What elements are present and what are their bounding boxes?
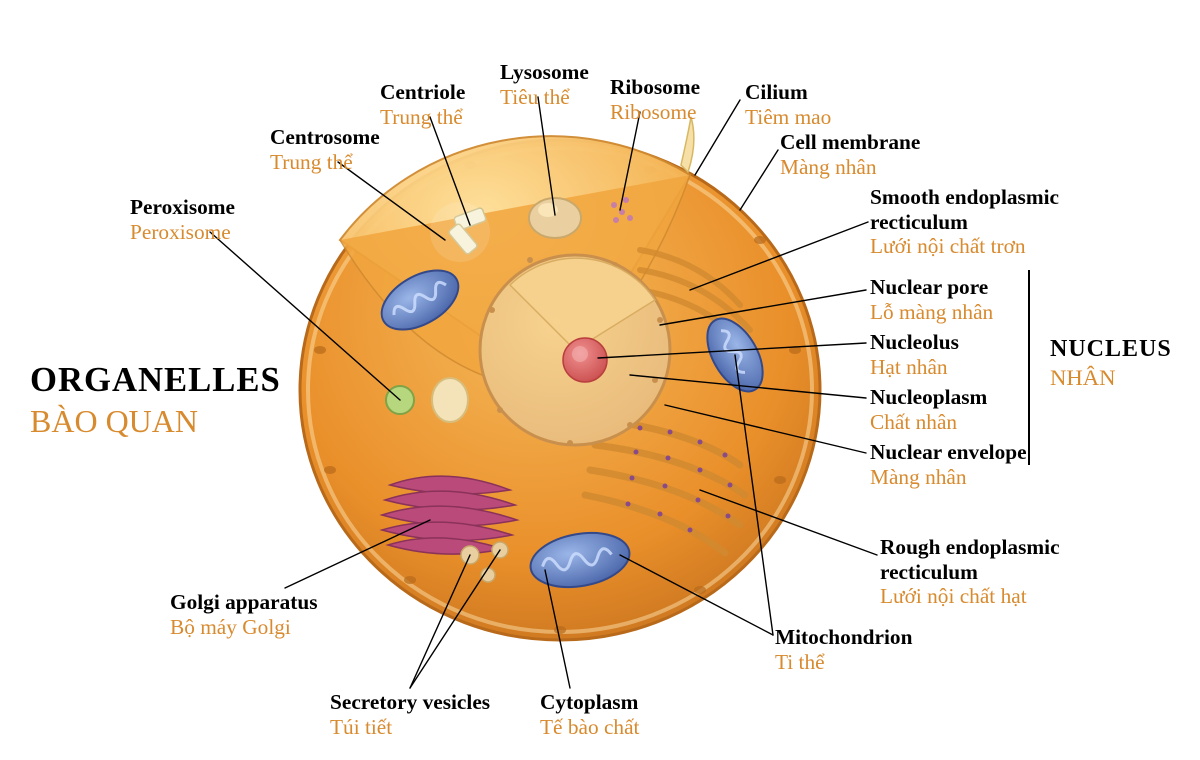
cell-diagram-stage: ORGANELLES BÀO QUAN NUCLEUS NHÂN Peroxis… [0,0,1200,760]
centrosome-halo [430,202,490,262]
leader-cell-membrane [740,150,778,210]
leader-cilium [695,100,740,175]
lysosome-shape [529,198,581,238]
nucleus-group [480,255,670,446]
nucleus-bracket [1028,270,1030,465]
cilium-shape [681,117,694,172]
vacuole-shape [432,378,468,422]
cell-diagram-svg [0,0,1200,760]
